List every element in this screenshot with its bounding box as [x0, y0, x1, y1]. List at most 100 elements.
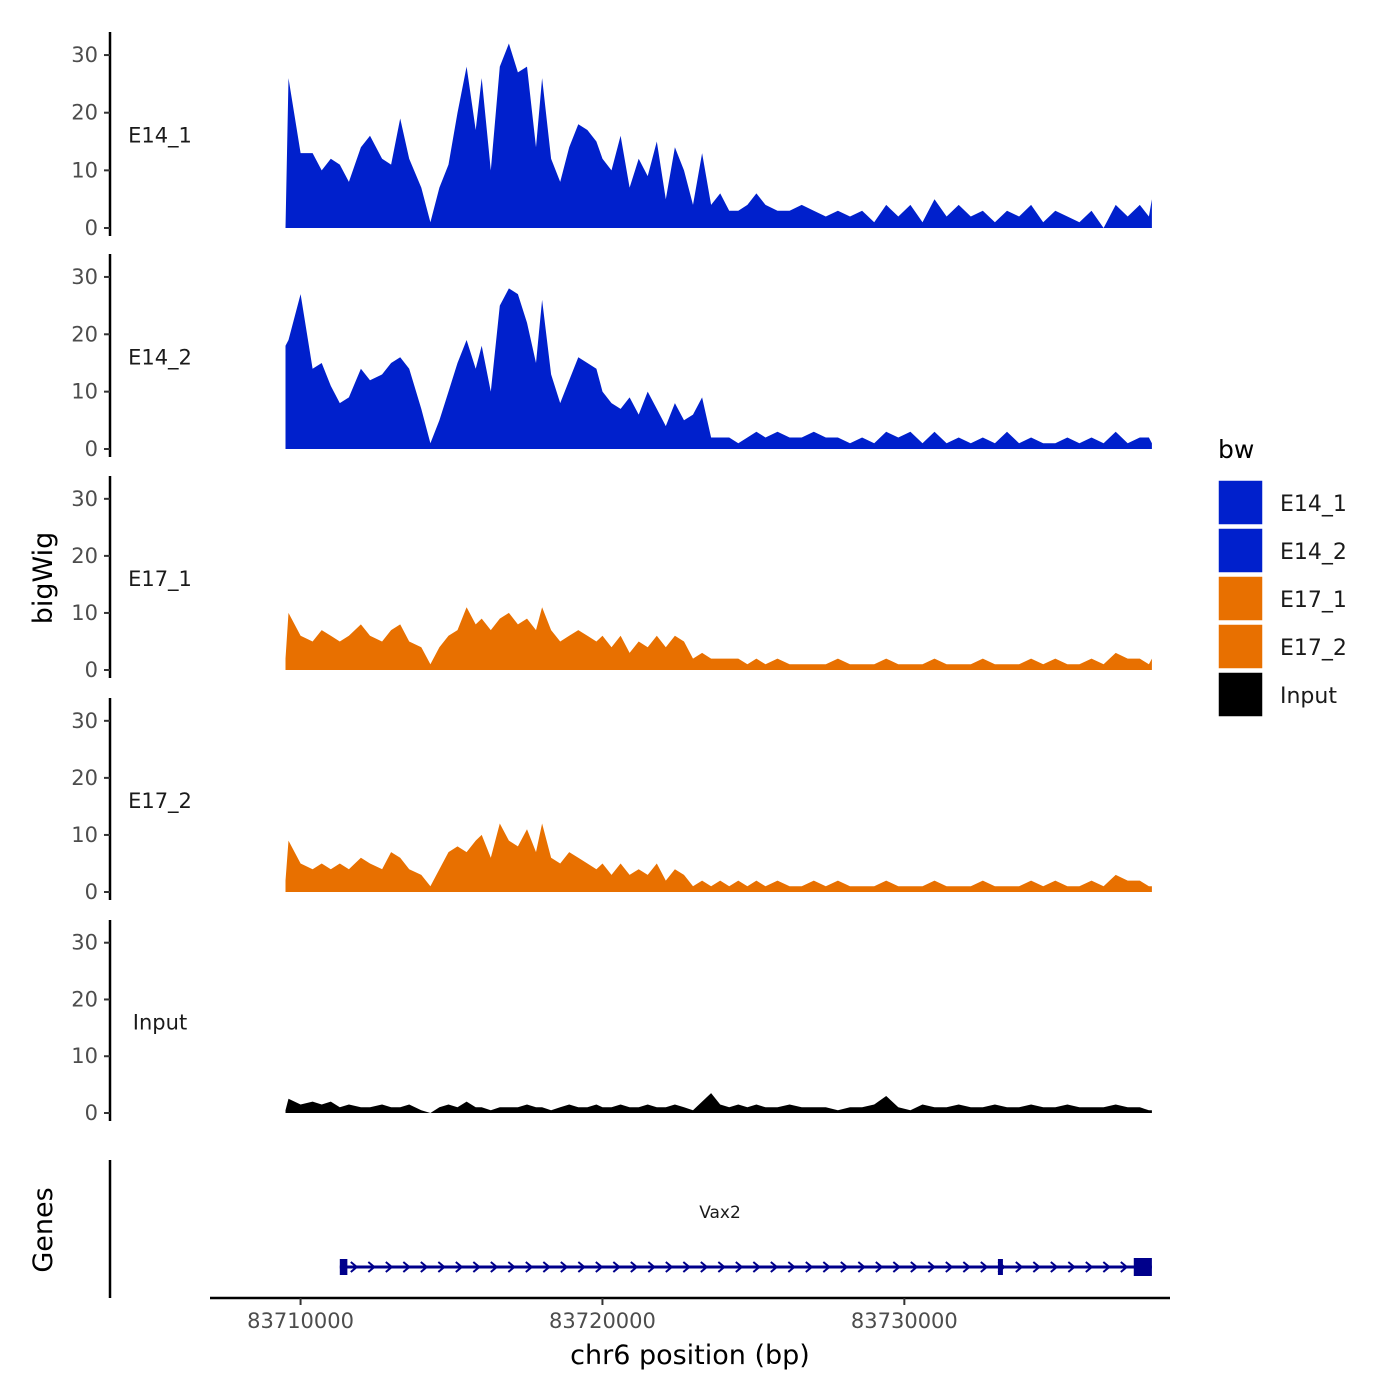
- y-tick-label-e17-2-10: 10: [71, 823, 98, 847]
- strand-arrow-icon: [770, 1261, 779, 1273]
- track-e14-2: [285, 288, 1152, 449]
- area-e14-1: [285, 43, 1152, 228]
- y-tick-label-input-0: 0: [85, 1101, 98, 1125]
- legend-label-e17-2: E17_2: [1280, 636, 1347, 661]
- strand-arrow-icon: [822, 1261, 831, 1273]
- y-tick-label-e14-2-30: 30: [71, 265, 98, 289]
- track-label-e14-1: E14_1: [128, 124, 192, 149]
- gene-track: Vax2: [339, 1203, 1152, 1276]
- y-tick-label-e14-1-30: 30: [71, 43, 98, 67]
- strand-arrow-icon: [1015, 1261, 1024, 1273]
- y-tick-label-e17-1-30: 30: [71, 487, 98, 511]
- strand-arrow-icon: [507, 1261, 516, 1273]
- strand-arrow-icon: [665, 1261, 674, 1273]
- strand-arrow-icon: [385, 1261, 394, 1273]
- track-label-input: Input: [133, 1010, 187, 1034]
- y-tick-label-input-30: 30: [71, 931, 98, 955]
- strand-arrow-icon: [1050, 1261, 1059, 1273]
- strand-arrow-icon: [472, 1261, 481, 1273]
- legend-label-input: Input: [1280, 684, 1337, 709]
- strand-arrow-icon: [577, 1261, 586, 1273]
- strand-arrow-icon: [402, 1261, 411, 1273]
- y-axis-title-bigwig: bigWig: [28, 532, 59, 625]
- track-label-e17-2: E17_2: [128, 789, 192, 814]
- strand-arrow-icon: [1085, 1261, 1094, 1273]
- legend: bw E14_1 E14_2 E17_1 E17_2 Input: [1217, 435, 1347, 718]
- y-tick-label-e14-1-10: 10: [71, 158, 98, 182]
- strand-arrow-icon: [945, 1261, 954, 1273]
- y-tick-label-e14-2-20: 20: [71, 322, 98, 346]
- gene-label: Vax2: [699, 1203, 741, 1223]
- x-tick-label-83710000: 83710000: [247, 1309, 354, 1333]
- y-tick-label-e17-2-20: 20: [71, 766, 98, 790]
- gene-exon: [339, 1259, 348, 1275]
- strand-arrow-icon: [595, 1261, 604, 1273]
- strand-arrow-icon: [367, 1261, 376, 1273]
- legend-label-e17-1: E17_1: [1280, 588, 1347, 613]
- y-tick-label-e17-1-10: 10: [71, 601, 98, 625]
- area-e14-2: [285, 288, 1152, 449]
- y-tick-label-e14-2-10: 10: [71, 380, 98, 404]
- area-input: [285, 1093, 1152, 1113]
- y-tick-label-e17-2-30: 30: [71, 709, 98, 733]
- y-axis-title-genes: Genes: [28, 1187, 59, 1272]
- y-tick-label-e17-1-0: 0: [85, 658, 98, 682]
- track-e14-1: [285, 43, 1152, 228]
- legend-label-e14-2: E14_2: [1280, 540, 1347, 565]
- track-e17-1: [285, 607, 1152, 670]
- track-label-e17-1: E17_1: [128, 567, 192, 592]
- legend-key-e14-1: [1217, 479, 1264, 526]
- axes: 0 10 20 30 E14_1 0 10 20 30 E14_2 0 10 20 30 E17_1 0 10 2…: [71, 32, 1170, 1333]
- strand-arrow-icon: [420, 1261, 429, 1273]
- strand-arrow-icon: [525, 1261, 534, 1273]
- strand-arrow-icon: [787, 1261, 796, 1273]
- track-input: [285, 1093, 1152, 1113]
- track-e17-2: [285, 823, 1152, 892]
- strand-arrow-icon: [927, 1261, 936, 1273]
- track-label-e14-2: E14_2: [128, 345, 192, 370]
- strand-arrow-icon: [490, 1261, 499, 1273]
- area-e17-2: [285, 823, 1152, 892]
- strand-arrow-icon: [840, 1261, 849, 1273]
- signal-tracks: [285, 43, 1152, 1113]
- strand-arrow-icon: [752, 1261, 761, 1273]
- legend-key-input: [1217, 671, 1264, 718]
- strand-arrow-icon: [612, 1261, 621, 1273]
- strand-arrow-icon: [1102, 1261, 1111, 1273]
- strand-arrow-icon: [682, 1261, 691, 1273]
- gene-exon: [1133, 1258, 1152, 1276]
- y-tick-label-e17-2-0: 0: [85, 880, 98, 904]
- strand-arrow-icon: [1067, 1261, 1076, 1273]
- legend-key-e17-2: [1217, 623, 1264, 670]
- strand-arrow-icon: [437, 1261, 446, 1273]
- strand-arrow-icon: [717, 1261, 726, 1273]
- strand-arrow-icon: [455, 1261, 464, 1273]
- y-tick-label-e17-1-20: 20: [71, 544, 98, 568]
- strand-arrow-icon: [700, 1261, 709, 1273]
- x-tick-label-83720000: 83720000: [549, 1309, 656, 1333]
- strand-arrow-icon: [350, 1261, 359, 1273]
- strand-arrow-icon: [1120, 1261, 1129, 1273]
- gene-exon: [997, 1259, 1003, 1275]
- strand-arrow-icon: [980, 1261, 989, 1273]
- y-tick-label-input-10: 10: [71, 1044, 98, 1068]
- area-e17-1: [285, 607, 1152, 670]
- strand-arrow-icon: [805, 1261, 814, 1273]
- x-tick-label-83730000: 83730000: [851, 1309, 958, 1333]
- strand-arrow-icon: [875, 1261, 884, 1273]
- x-axis-title: chr6 position (bp): [570, 1340, 810, 1371]
- y-tick-label-e14-2-0: 0: [85, 437, 98, 461]
- strand-arrow-icon: [735, 1261, 744, 1273]
- legend-title: bw: [1218, 435, 1254, 464]
- legend-key-e17-1: [1217, 575, 1264, 622]
- y-tick-label-input-20: 20: [71, 987, 98, 1011]
- legend-label-e14-1: E14_1: [1280, 492, 1347, 517]
- strand-arrow-icon: [560, 1261, 569, 1273]
- strand-arrow-icon: [542, 1261, 551, 1273]
- strand-arrow-icon: [630, 1261, 639, 1273]
- strand-arrow-icon: [857, 1261, 866, 1273]
- strand-arrow-icon: [647, 1261, 656, 1273]
- y-tick-label-e14-1-20: 20: [71, 101, 98, 125]
- strand-arrow-icon: [1032, 1261, 1041, 1273]
